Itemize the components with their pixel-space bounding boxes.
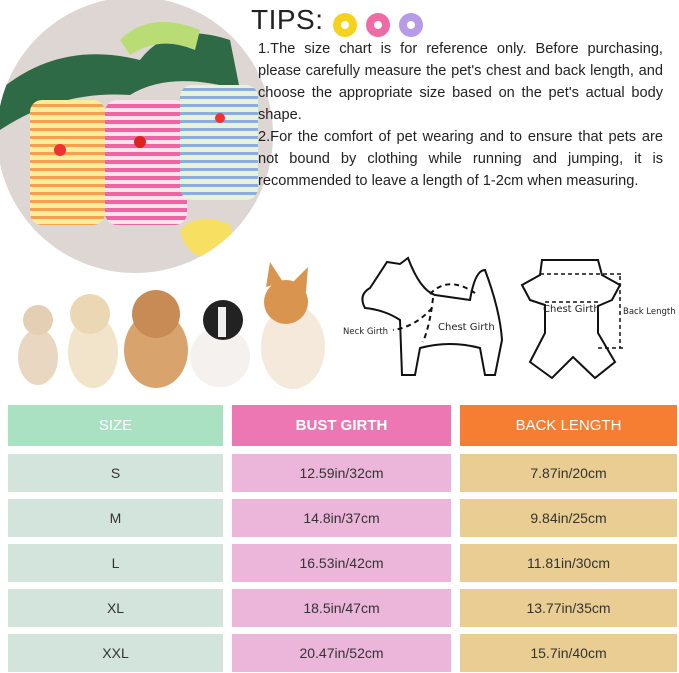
garment-chest-girth-label: Chest Girth — [543, 304, 600, 315]
bust-cell: 14.8in/37cm — [232, 499, 451, 537]
golden-puppy — [68, 294, 118, 388]
bust-cell: 12.59in/32cm — [232, 454, 451, 492]
measurement-diagram: Neck Girth Chest Girth Chest Girth Back … — [343, 256, 676, 380]
chihuahua — [18, 305, 58, 385]
garment-outline — [520, 259, 622, 380]
size-cell: XL — [8, 589, 223, 627]
corgi — [261, 262, 325, 389]
green-tank-top — [180, 85, 258, 200]
header-back-length: BACK LENGTH — [460, 405, 677, 446]
back-cell: 7.87in/20cm — [460, 454, 677, 492]
bust-cell: 18.5in/47cm — [232, 589, 451, 627]
product-photo — [0, 0, 273, 273]
header-bust-girth: BUST GIRTH — [232, 405, 451, 446]
pink-flower-icon — [366, 13, 390, 37]
back-cell: 9.84in/25cm — [460, 499, 677, 537]
back-length-label: Back Length — [623, 307, 676, 317]
flower-icons — [333, 13, 423, 37]
dog-chest-girth-label: Chest Girth — [438, 322, 495, 333]
size-cell: M — [8, 499, 223, 537]
tip-2: 2.For the comfort of pet wearing and to … — [258, 129, 663, 189]
back-cell: 11.81in/30cm — [460, 544, 677, 582]
tips-text: 1.The size chart is for reference only. … — [258, 38, 663, 192]
neck-girth-label: Neck Girth — [343, 327, 388, 337]
neck-dash — [392, 307, 433, 331]
chest-dash — [422, 297, 434, 343]
tips-title: TIPS: — [251, 4, 324, 35]
poodle-puppy — [124, 290, 188, 388]
bust-cell: 20.47in/52cm — [232, 634, 451, 672]
back-cell: 13.77in/35cm — [460, 589, 677, 627]
tip-1: 1.The size chart is for reference only. … — [258, 41, 663, 123]
pink-tank-top — [105, 100, 187, 225]
header-size: SIZE — [8, 405, 223, 446]
black-white-puppy — [190, 300, 250, 387]
size-cell: XXL — [8, 634, 223, 672]
bust-cell: 16.53in/42cm — [232, 544, 451, 582]
yellow-flower-icon — [333, 13, 357, 37]
yellow-tank-top — [30, 100, 105, 225]
back-cell: 15.7in/40cm — [460, 634, 677, 672]
dog-outline — [361, 256, 504, 376]
size-cell: L — [8, 544, 223, 582]
back-dash — [429, 283, 476, 295]
purple-flower-icon — [399, 13, 423, 37]
size-cell: S — [8, 454, 223, 492]
dogs-photo — [18, 262, 325, 389]
